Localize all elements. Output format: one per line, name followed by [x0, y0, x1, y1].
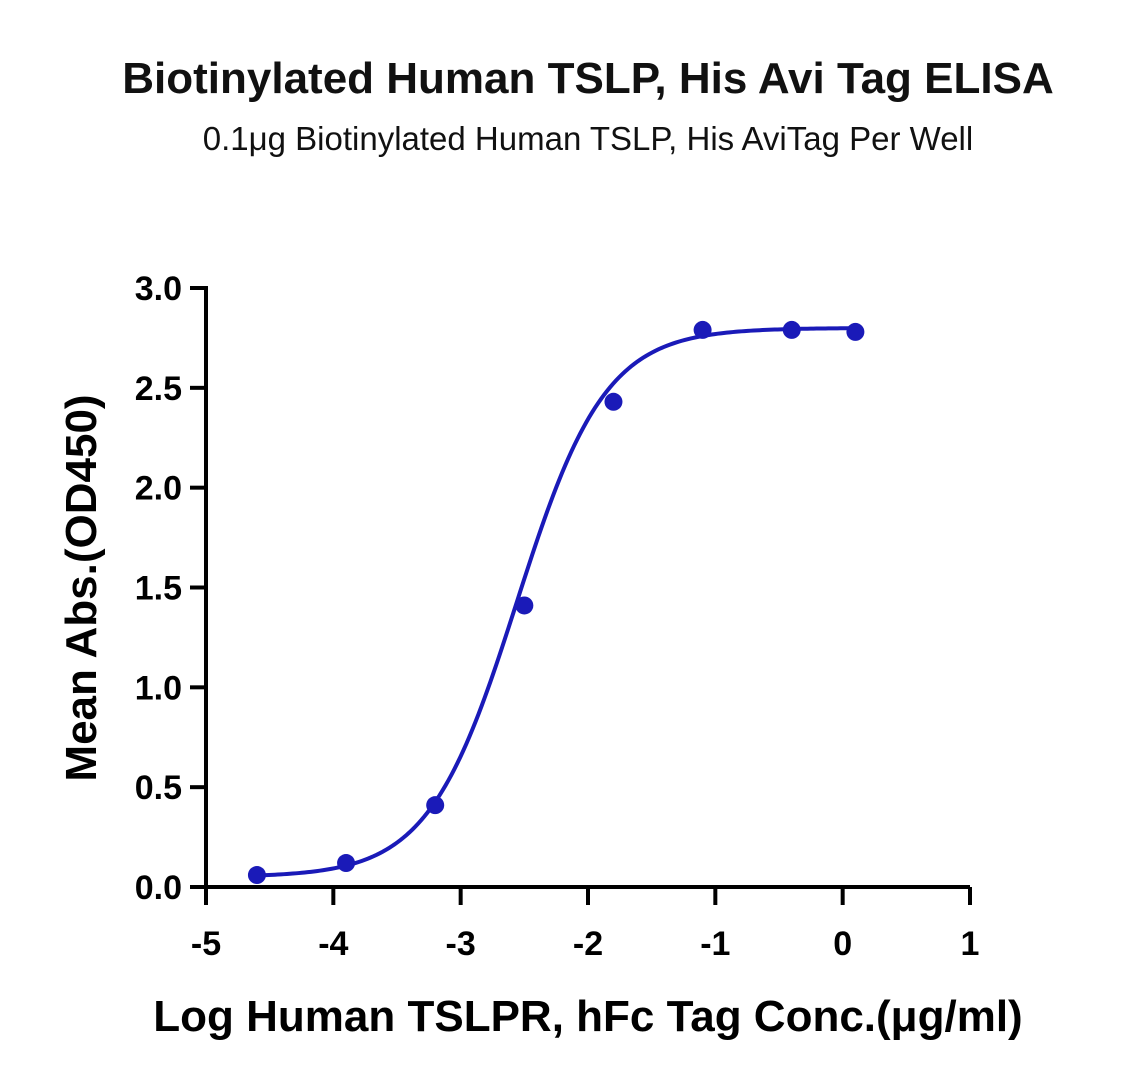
x-tick-label: -4 [318, 925, 348, 963]
data-point [782, 320, 801, 339]
x-tick-label: -2 [573, 925, 603, 963]
y-tick-label: 0.0 [135, 869, 182, 907]
y-tick-label: 2.0 [135, 470, 182, 508]
data-point [604, 392, 623, 411]
x-tick-label: 1 [961, 925, 980, 963]
y-tick-label: 1.5 [135, 570, 182, 608]
x-tick-label: -5 [191, 925, 221, 963]
y-tick-label: 2.5 [135, 370, 182, 408]
y-tick-label: 1.0 [135, 669, 182, 707]
chart-title: Biotinylated Human TSLP, His Avi Tag ELI… [122, 54, 1053, 103]
y-axis-label: Mean Abs.(OD450) [57, 394, 106, 781]
x-tick-label: 0 [833, 925, 852, 963]
data-point [337, 854, 356, 873]
data-point [426, 796, 445, 815]
axes [204, 286, 970, 889]
data-points [247, 320, 865, 885]
y-ticks: 0.0 0.5 1.0 1.5 2.0 2.5 3.0 [135, 270, 206, 907]
x-ticks: -5 -4 -3 -2 -1 0 1 [191, 887, 980, 963]
data-point [846, 322, 865, 341]
data-point [693, 320, 712, 339]
y-tick-label: 0.5 [135, 769, 182, 807]
x-tick-label: -3 [446, 925, 476, 963]
data-point [247, 866, 266, 885]
chart-subtitle: 0.1μg Biotinylated Human TSLP, His AviTa… [203, 120, 973, 157]
y-tick-label: 3.0 [135, 270, 182, 308]
x-tick-label: -1 [700, 925, 730, 963]
fit-curve [254, 326, 858, 878]
x-axis-label: Log Human TSLPR, hFc Tag Conc.(μg/ml) [153, 992, 1022, 1041]
data-point [515, 596, 534, 615]
